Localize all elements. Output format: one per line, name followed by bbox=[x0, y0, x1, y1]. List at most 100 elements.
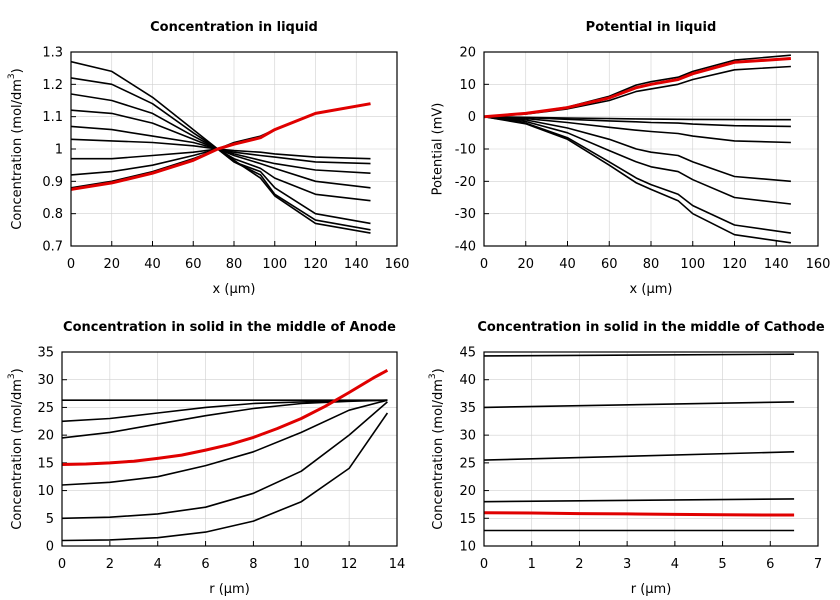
series-line-s1 bbox=[62, 399, 388, 423]
x-tick-label: 80 bbox=[226, 257, 243, 272]
series-line-final bbox=[71, 102, 371, 191]
series-line-c3 bbox=[484, 451, 795, 461]
x-axis-label: r (µm) bbox=[209, 582, 250, 597]
series-line-p2 bbox=[484, 115, 791, 128]
chart-title: Concentration in solid in the middle of … bbox=[477, 320, 825, 335]
y-tick-label: 5 bbox=[46, 512, 54, 527]
y-tick-label: 35 bbox=[37, 346, 54, 361]
y-axis-label: Concentration (mol/dm3) bbox=[7, 368, 25, 530]
series-group bbox=[484, 353, 795, 532]
y-tick-label: 20 bbox=[37, 429, 54, 444]
y-tick-label: -20 bbox=[455, 175, 476, 190]
y-tick-label: 0 bbox=[468, 110, 476, 125]
x-tick-label: 120 bbox=[303, 257, 328, 272]
y-tick-label: 10 bbox=[459, 78, 476, 93]
x-tick-label: 0 bbox=[58, 557, 66, 572]
chart-panel-2: 0 20 40 60 80 100 120 140 160 -40 -30 -20 -10 0 10 20 Po… bbox=[431, 20, 831, 297]
y-tick-label: 0 bbox=[46, 540, 54, 555]
series-line-t7 bbox=[71, 77, 371, 231]
x-tick-label: 60 bbox=[185, 257, 202, 272]
x-tick-label: 160 bbox=[385, 257, 410, 272]
x-tick-label: 100 bbox=[262, 257, 287, 272]
x-tick-label: 4 bbox=[154, 557, 162, 572]
y-tick-label: -30 bbox=[455, 207, 476, 222]
series-line-t8 bbox=[71, 60, 371, 234]
x-tick-label: 0 bbox=[480, 257, 488, 272]
series-line-p8 bbox=[484, 65, 791, 118]
series-line-c4 bbox=[484, 498, 795, 503]
series-line-final bbox=[62, 368, 389, 466]
y-tick-label: 0.8 bbox=[42, 207, 63, 222]
y-tick-label: 1.1 bbox=[42, 110, 63, 125]
x-tick-label: 14 bbox=[389, 557, 406, 572]
y-tick-label: 0.7 bbox=[42, 240, 63, 255]
x-tick-label: 10 bbox=[293, 557, 310, 572]
series-line-t3 bbox=[71, 138, 371, 165]
x-tick-label: 140 bbox=[344, 257, 369, 272]
chart-panel-1: 0 20 40 60 80 100 120 140 160 0.7 0.8 0.9 1 1.1 1.2 1.3… bbox=[7, 20, 409, 297]
x-tick-label: 160 bbox=[806, 257, 831, 272]
x-axis-label: x (µm) bbox=[213, 282, 256, 297]
chart-panel-3: 0 2 4 6 8 10 12 14 0 5 10 15 20 25 30 35 Concentration i… bbox=[7, 320, 405, 597]
x-tick-label: 2 bbox=[106, 557, 114, 572]
series-line-p3 bbox=[484, 115, 791, 144]
plot-frame bbox=[61, 351, 398, 547]
x-tick-label: 3 bbox=[623, 557, 631, 572]
y-tick-label: 45 bbox=[459, 346, 476, 361]
chart-title: Concentration in solid in the middle of … bbox=[63, 320, 396, 335]
y-tick-label: 15 bbox=[37, 456, 54, 471]
series-line-t4 bbox=[71, 125, 371, 189]
series-line-s3 bbox=[62, 399, 388, 486]
y-tick-label: 10 bbox=[459, 540, 476, 555]
series-line-s2 bbox=[62, 399, 388, 439]
y-axis-label: Concentration (mol/dm3) bbox=[7, 68, 25, 230]
y-tick-label: 15 bbox=[459, 512, 476, 527]
y-tick-label: 1 bbox=[55, 143, 63, 158]
x-tick-label: 7 bbox=[814, 557, 822, 572]
y-tick-label: 20 bbox=[459, 484, 476, 499]
x-tick-label: 120 bbox=[722, 257, 747, 272]
x-tick-label: 4 bbox=[671, 557, 679, 572]
plot-frame bbox=[70, 51, 398, 247]
series-group bbox=[484, 54, 792, 244]
y-tick-label: 35 bbox=[459, 401, 476, 416]
series-line-p7 bbox=[484, 115, 792, 244]
y-tick-label: 25 bbox=[459, 456, 476, 471]
series-line-c2 bbox=[484, 401, 795, 409]
x-axis-label: x (µm) bbox=[630, 282, 673, 297]
series-line-final bbox=[484, 511, 795, 517]
x-tick-label: 140 bbox=[764, 257, 789, 272]
series-line-s5 bbox=[62, 412, 389, 542]
y-tick-label: 30 bbox=[37, 373, 54, 388]
y-tick-label: -40 bbox=[455, 240, 476, 255]
series-group bbox=[71, 60, 371, 234]
y-axis-label: Concentration (mol/dm3) bbox=[428, 368, 446, 530]
x-tick-label: 40 bbox=[559, 257, 576, 272]
x-tick-label: 0 bbox=[67, 257, 75, 272]
x-tick-label: 100 bbox=[680, 257, 705, 272]
y-tick-label: 0.9 bbox=[42, 175, 63, 190]
x-axis-label: r (µm) bbox=[631, 582, 672, 597]
x-tick-label: 80 bbox=[643, 257, 660, 272]
series-line-t5 bbox=[71, 109, 371, 202]
y-tick-label: 10 bbox=[37, 484, 54, 499]
series-line-p6 bbox=[484, 115, 792, 234]
y-tick-label: 1.3 bbox=[42, 46, 63, 61]
x-tick-label: 1 bbox=[528, 557, 536, 572]
series-line-t9 bbox=[71, 102, 371, 189]
x-tick-label: 6 bbox=[766, 557, 774, 572]
series-line-s4 bbox=[62, 401, 388, 520]
y-tick-label: 20 bbox=[459, 46, 476, 61]
plot-frame bbox=[483, 351, 819, 547]
x-tick-label: 5 bbox=[718, 557, 726, 572]
x-tick-label: 8 bbox=[249, 557, 257, 572]
series-line-p5 bbox=[484, 115, 791, 205]
x-tick-label: 12 bbox=[341, 557, 358, 572]
chart-title: Concentration in liquid bbox=[150, 20, 318, 35]
y-tick-label: 1.2 bbox=[42, 78, 63, 93]
x-tick-label: 40 bbox=[144, 257, 161, 272]
series-group bbox=[62, 368, 389, 542]
x-tick-label: 6 bbox=[201, 557, 209, 572]
